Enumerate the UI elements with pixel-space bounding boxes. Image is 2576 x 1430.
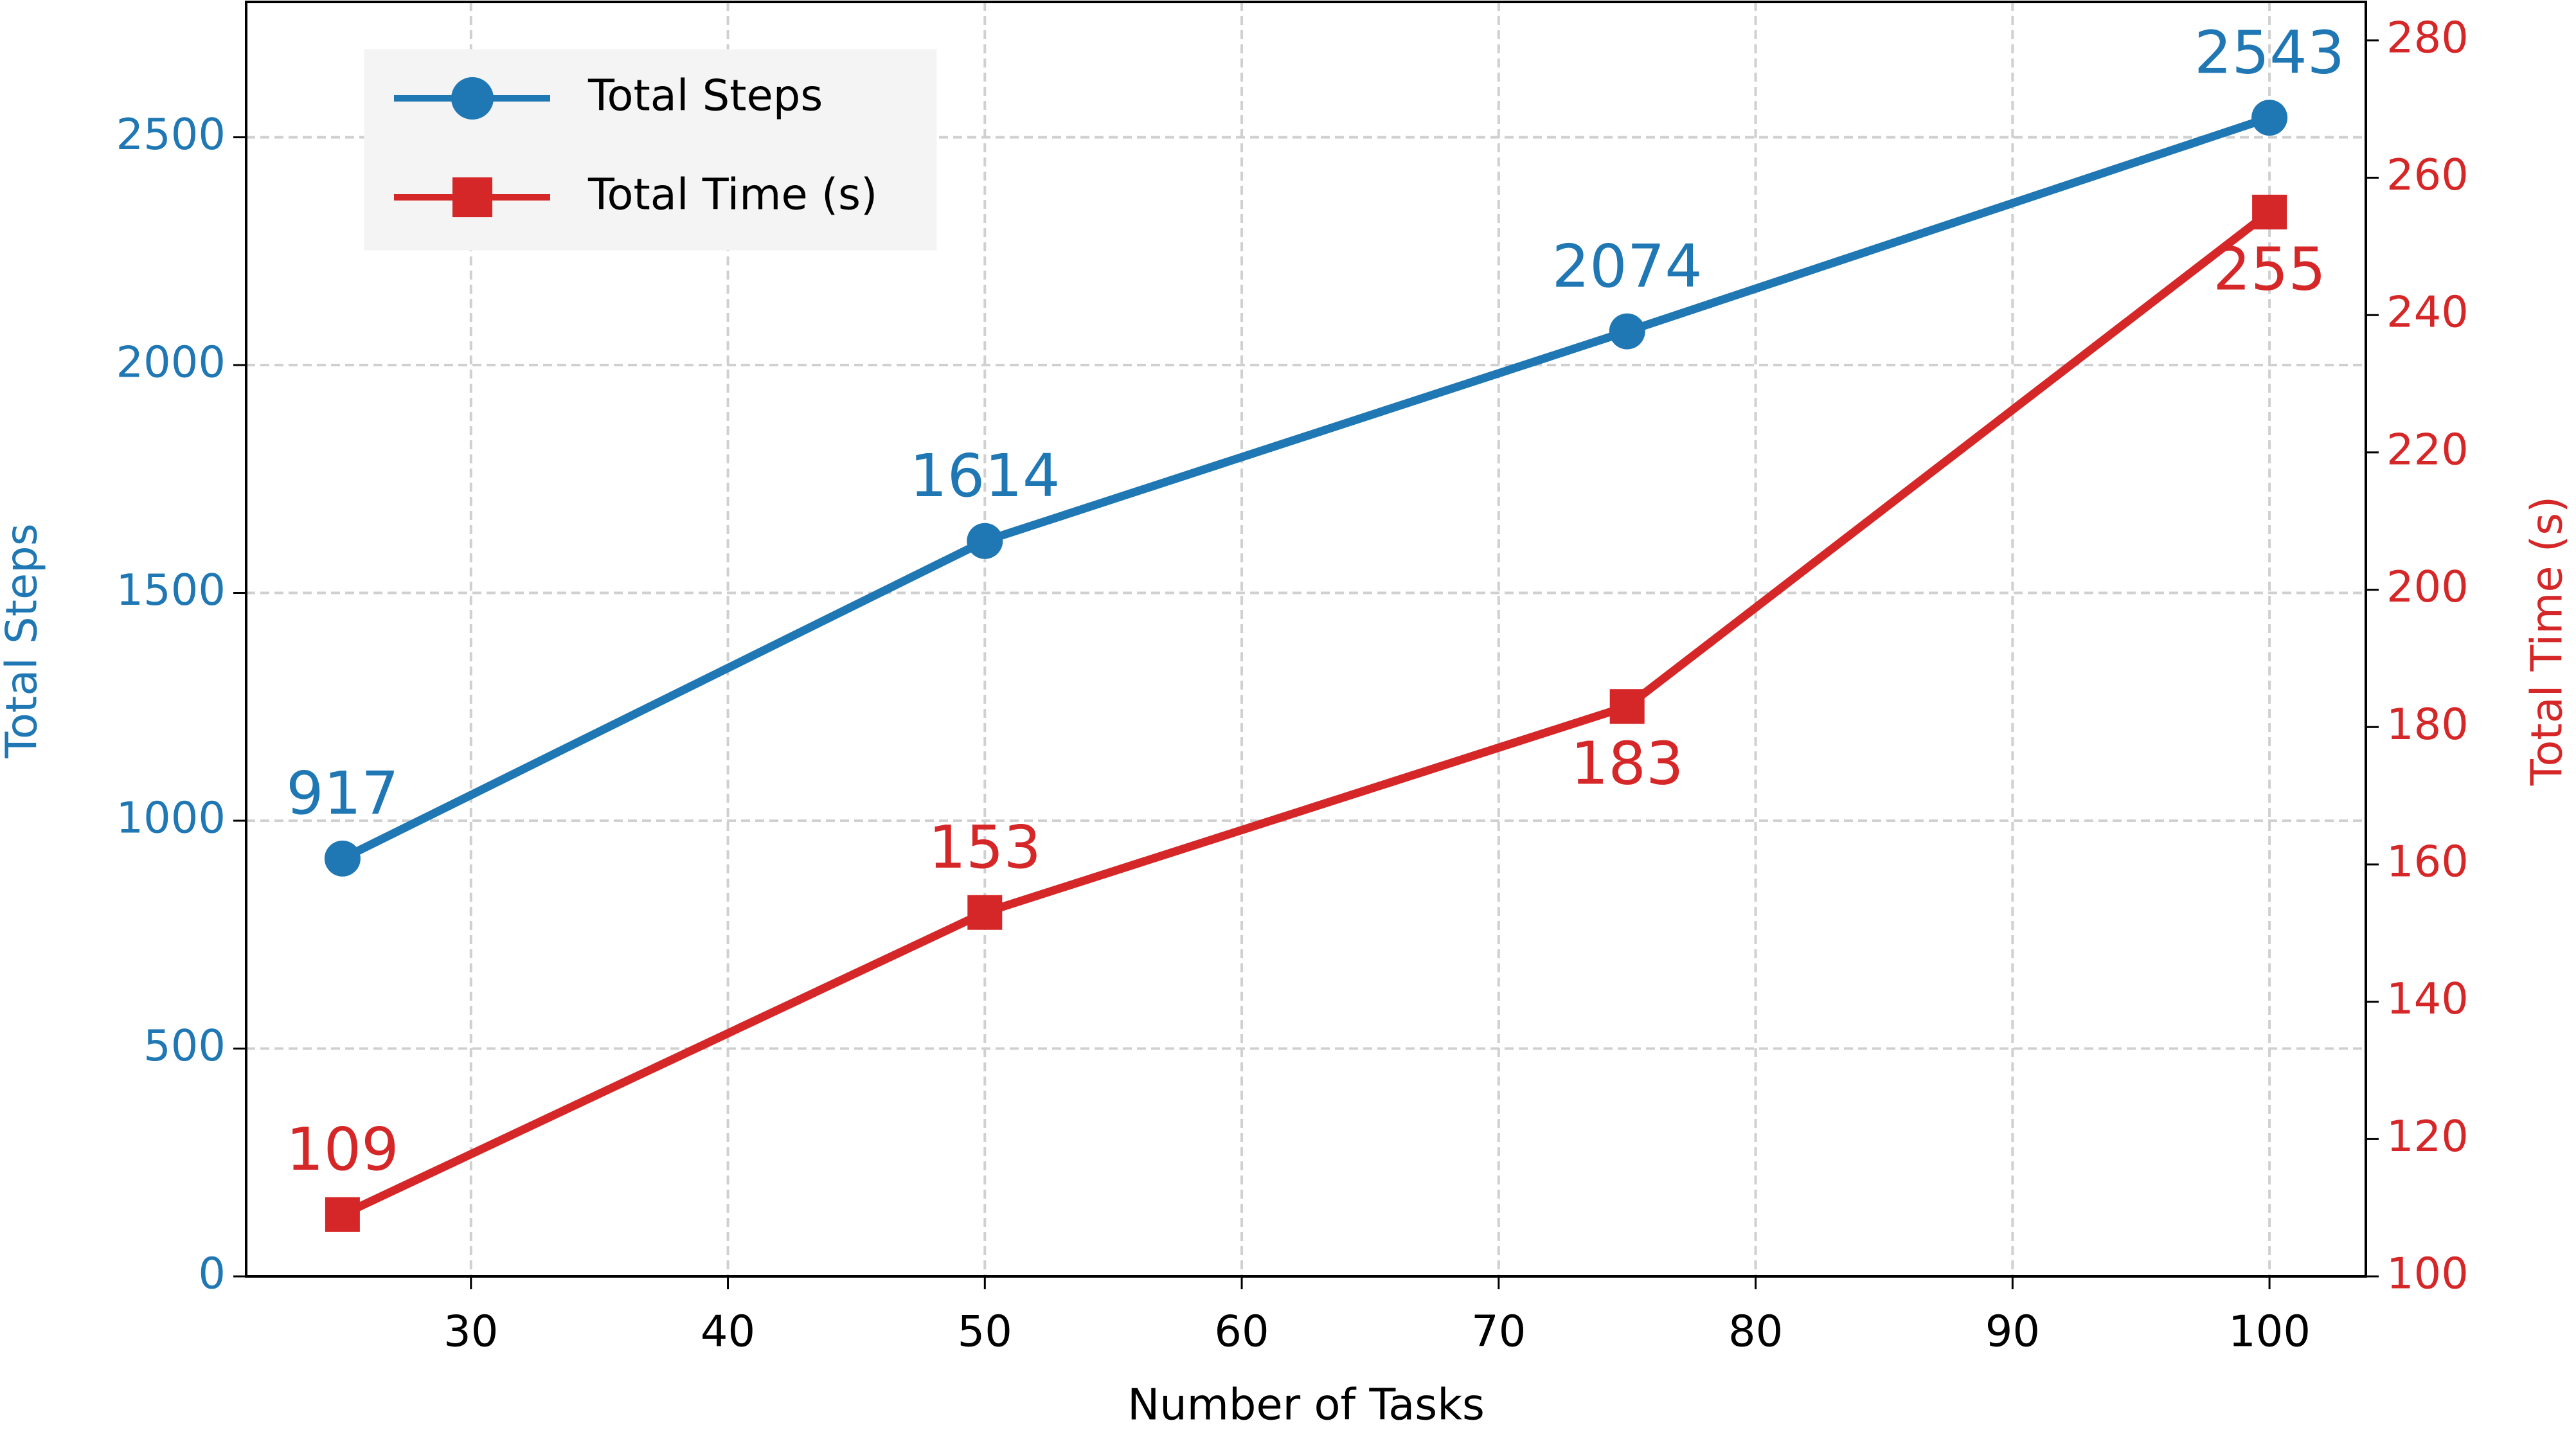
y-axis-label: Total Steps [0,523,47,758]
y-tick-label: 0 [198,1249,226,1299]
x-tick-label: 50 [958,1307,1012,1357]
data-label: 153 [928,813,1041,882]
y2-tick-label: 140 [2386,974,2469,1024]
x-tick-label: 100 [2228,1307,2311,1357]
marker [967,895,1003,930]
x-tick-label: 60 [1214,1307,1269,1357]
data-label: 2074 [1552,232,1703,301]
y2-tick-label: 160 [2386,836,2469,886]
y2-tick-label: 200 [2386,562,2469,612]
data-label: 109 [286,1115,399,1184]
series-line [341,208,2273,1219]
y-tick-label: 500 [143,1021,226,1071]
marker [967,523,1003,559]
marker [1609,689,1645,724]
x-tick-label: 90 [1985,1307,2040,1357]
x-tick-label: 40 [701,1307,755,1357]
y2-axis-label: Total Time (s) [2522,496,2572,786]
x-axis-label: Number of Tasks [1127,1380,1485,1430]
data-label: 255 [2213,235,2326,303]
y-tick-label: 1000 [116,793,226,843]
y2-tick-label: 280 [2386,12,2469,62]
y-tick-label: 2000 [116,337,226,388]
y2-tick-label: 100 [2386,1249,2469,1299]
data-label: 917 [286,759,399,828]
marker [325,1197,360,1232]
y2-tick-label: 260 [2386,150,2469,200]
marker [324,840,361,877]
data-label: 183 [1571,729,1684,798]
series-line [341,113,2271,862]
data-label: 1614 [909,442,1060,510]
y2-tick-label: 120 [2386,1111,2469,1161]
marker [2252,194,2287,229]
y2-tick-label: 180 [2386,699,2469,749]
plot-frame [245,1,2367,1278]
marker [1609,313,1645,350]
marker [2251,100,2288,136]
legend-marker [452,177,492,217]
x-tick-label: 80 [1728,1307,1783,1357]
y2-tick-label: 220 [2386,424,2469,474]
legend-label: Total Time (s) [587,170,877,220]
x-tick-label: 30 [443,1307,498,1357]
x-tick-label: 70 [1471,1307,1526,1357]
y-tick-label: 2500 [116,109,226,159]
y2-tick-label: 240 [2386,287,2469,337]
legend-label: Total Steps [587,71,823,121]
data-label: 2543 [2194,18,2345,87]
legend-marker [451,77,494,120]
y-tick-label: 1500 [116,565,226,615]
